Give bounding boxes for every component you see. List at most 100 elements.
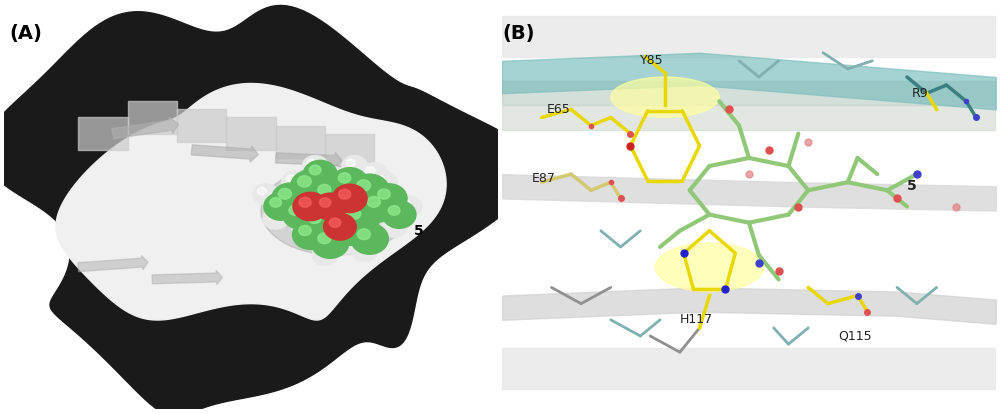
FancyArrow shape [191, 145, 258, 162]
Circle shape [302, 156, 328, 176]
Ellipse shape [655, 243, 764, 292]
Text: (B): (B) [502, 24, 535, 43]
Circle shape [293, 192, 328, 221]
Circle shape [296, 219, 306, 227]
Circle shape [332, 168, 368, 197]
Circle shape [297, 176, 311, 187]
Circle shape [386, 220, 395, 227]
Circle shape [311, 179, 349, 210]
Polygon shape [189, 157, 314, 240]
Circle shape [324, 214, 356, 240]
Circle shape [332, 216, 368, 245]
FancyArrow shape [502, 81, 996, 105]
Circle shape [350, 174, 389, 206]
Circle shape [326, 171, 336, 179]
Circle shape [365, 167, 375, 175]
Circle shape [382, 201, 416, 228]
Circle shape [312, 244, 338, 266]
Polygon shape [125, 116, 377, 281]
Circle shape [309, 165, 321, 175]
Circle shape [293, 220, 328, 249]
Circle shape [401, 199, 410, 207]
Circle shape [278, 188, 291, 199]
Circle shape [361, 163, 388, 185]
Circle shape [319, 198, 331, 207]
Circle shape [336, 235, 346, 244]
Circle shape [381, 216, 407, 237]
Circle shape [289, 205, 301, 215]
Circle shape [357, 229, 370, 240]
Polygon shape [201, 166, 301, 231]
Circle shape [340, 202, 379, 235]
Circle shape [286, 175, 296, 183]
Text: (A): (A) [9, 24, 42, 43]
Ellipse shape [261, 166, 409, 255]
Circle shape [378, 189, 390, 199]
Circle shape [347, 208, 361, 219]
Circle shape [352, 240, 377, 261]
Text: 5: 5 [907, 179, 917, 193]
Circle shape [291, 170, 330, 202]
Circle shape [318, 233, 331, 244]
Circle shape [264, 193, 297, 220]
Circle shape [321, 167, 349, 190]
FancyArrow shape [502, 105, 996, 130]
Circle shape [356, 244, 365, 252]
Circle shape [267, 212, 276, 219]
Text: H117: H117 [680, 313, 713, 326]
Polygon shape [56, 83, 446, 320]
Circle shape [346, 159, 355, 166]
Text: E65: E65 [547, 103, 570, 116]
Polygon shape [113, 108, 389, 289]
Circle shape [367, 197, 380, 207]
Polygon shape [138, 124, 364, 273]
Circle shape [388, 206, 400, 215]
Circle shape [318, 184, 331, 195]
Circle shape [303, 160, 337, 188]
Circle shape [263, 208, 289, 229]
Polygon shape [176, 149, 326, 248]
Circle shape [258, 188, 266, 195]
Circle shape [317, 248, 326, 256]
Circle shape [372, 184, 407, 213]
Circle shape [322, 196, 358, 225]
Circle shape [396, 196, 422, 217]
Text: R9: R9 [912, 87, 929, 100]
Circle shape [351, 223, 388, 254]
Circle shape [376, 176, 385, 183]
FancyArrow shape [152, 271, 222, 285]
Circle shape [307, 159, 316, 166]
Text: Y85: Y85 [640, 55, 664, 67]
Text: 5: 5 [414, 224, 424, 238]
Circle shape [372, 172, 397, 193]
Circle shape [357, 180, 371, 191]
Circle shape [270, 197, 282, 207]
Circle shape [329, 218, 341, 228]
FancyArrow shape [78, 256, 148, 272]
Circle shape [272, 183, 309, 214]
Text: E87: E87 [532, 172, 556, 185]
Circle shape [308, 213, 321, 223]
Circle shape [283, 200, 318, 229]
Polygon shape [214, 174, 288, 223]
Circle shape [311, 228, 349, 258]
Circle shape [338, 173, 351, 183]
Polygon shape [163, 141, 339, 256]
Circle shape [361, 191, 398, 222]
Circle shape [282, 171, 309, 194]
Circle shape [328, 201, 341, 211]
Circle shape [339, 189, 351, 199]
Circle shape [292, 216, 319, 238]
Circle shape [299, 197, 311, 207]
Circle shape [338, 221, 351, 232]
Polygon shape [151, 133, 351, 264]
Polygon shape [0, 5, 534, 413]
Circle shape [301, 207, 339, 238]
Circle shape [253, 184, 279, 205]
Polygon shape [226, 182, 276, 215]
Circle shape [333, 184, 367, 213]
Circle shape [342, 156, 368, 176]
Circle shape [314, 193, 346, 220]
Ellipse shape [611, 77, 719, 117]
FancyArrow shape [112, 117, 178, 139]
